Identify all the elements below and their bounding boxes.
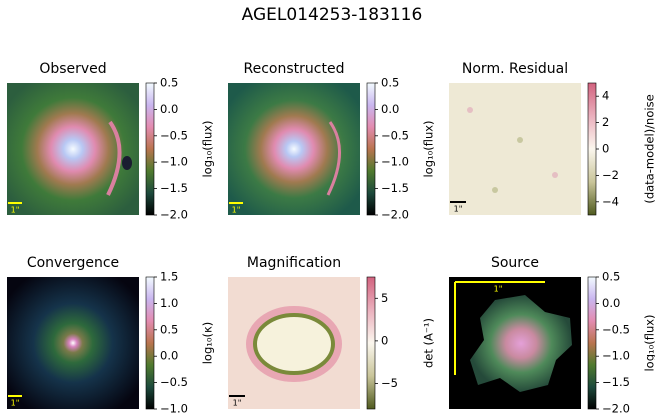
colorbar-tick-label: −5 [381, 376, 398, 390]
colorbar-label: log₁₀(flux) [422, 120, 436, 177]
colorbar-tick-label: 2 [602, 115, 609, 129]
colorbar-label: log₁₀(flux) [201, 120, 215, 177]
panel-title: Observed [39, 61, 106, 77]
colorbar-tick-label: 0.5 [160, 322, 178, 336]
colorbar-tick-label: −1.0 [381, 155, 409, 169]
colorbar-tick-label: −0.5 [602, 322, 630, 336]
colorbar-tick-label: 0.0 [602, 296, 620, 310]
colorbar-tick-label: 0.0 [160, 102, 178, 116]
observed-image [7, 83, 139, 215]
colorbar [146, 277, 154, 409]
colorbar-tick-label: −1.0 [160, 155, 188, 169]
scale-label: 1" [11, 399, 20, 408]
colorbar [146, 83, 154, 215]
panel-title: Convergence [27, 255, 119, 271]
panel-title: Magnification [247, 255, 341, 271]
residual-image [449, 83, 581, 215]
panel-title: Source [491, 255, 539, 271]
colorbar [588, 277, 596, 409]
colorbar-tick-label: 4 [602, 89, 609, 103]
suptitle: AGEL014253-183116 [242, 5, 423, 25]
panel-title: Norm. Residual [462, 61, 568, 77]
figure: AGEL014253-183116 1" 1" 1" 1" 1" 1" Obse… [0, 0, 655, 420]
magnification-image [228, 277, 360, 409]
colorbar-tick-label: 0 [602, 142, 609, 156]
scale-label: 1" [11, 206, 20, 215]
scale-label: 1" [232, 206, 241, 215]
source-image [449, 277, 581, 409]
colorbar-tick-label: −0.5 [160, 128, 188, 142]
colorbar [367, 277, 375, 409]
colorbar-tick-label: −2.0 [602, 402, 630, 416]
colorbar-tick-label: −2.0 [381, 208, 409, 222]
colorbar-tick-label: 0.0 [160, 349, 178, 363]
colorbar-tick-label: −0.5 [381, 128, 409, 142]
convergence-image [7, 277, 139, 409]
scale-label: 1" [233, 399, 242, 408]
colorbar-tick-label: 0.5 [602, 270, 620, 284]
colorbar-tick-label: 1.0 [160, 296, 178, 310]
colorbar-tick-label: 1.5 [160, 270, 178, 284]
colorbar-tick-label: −1.5 [160, 181, 188, 195]
scale-label: 1" [494, 285, 503, 294]
colorbar [367, 83, 375, 215]
scale-label: 1" [454, 205, 463, 214]
colorbar-tick-label: 0 [381, 333, 388, 347]
colorbar-tick-label: −2 [602, 168, 619, 182]
colorbar-label: log₁₀(κ) [201, 322, 215, 365]
colorbar-tick-label: −1.0 [602, 349, 630, 363]
colorbar-tick-label: −2.0 [160, 208, 188, 222]
colorbar-tick-label: −1.0 [160, 402, 188, 416]
colorbar-tick-label: 5 [381, 291, 388, 305]
colorbar-tick-label: −1.5 [381, 181, 409, 195]
reconstructed-image [228, 83, 360, 215]
colorbar-tick-label: −1.5 [602, 375, 630, 389]
colorbar-label: (data-model)/noise [643, 94, 655, 203]
colorbar [588, 83, 596, 215]
colorbar-tick-label: −4 [602, 194, 619, 208]
colorbar-label: log₁₀(flux) [643, 314, 655, 371]
colorbar-tick-label: 0.5 [381, 76, 399, 90]
panel-title: Reconstructed [244, 61, 345, 77]
colorbar-tick-label: 0.0 [381, 102, 399, 116]
colorbar-tick-label: −0.5 [160, 375, 188, 389]
colorbar-tick-label: 0.5 [160, 76, 178, 90]
colorbar-label: det (A⁻¹) [422, 318, 436, 368]
